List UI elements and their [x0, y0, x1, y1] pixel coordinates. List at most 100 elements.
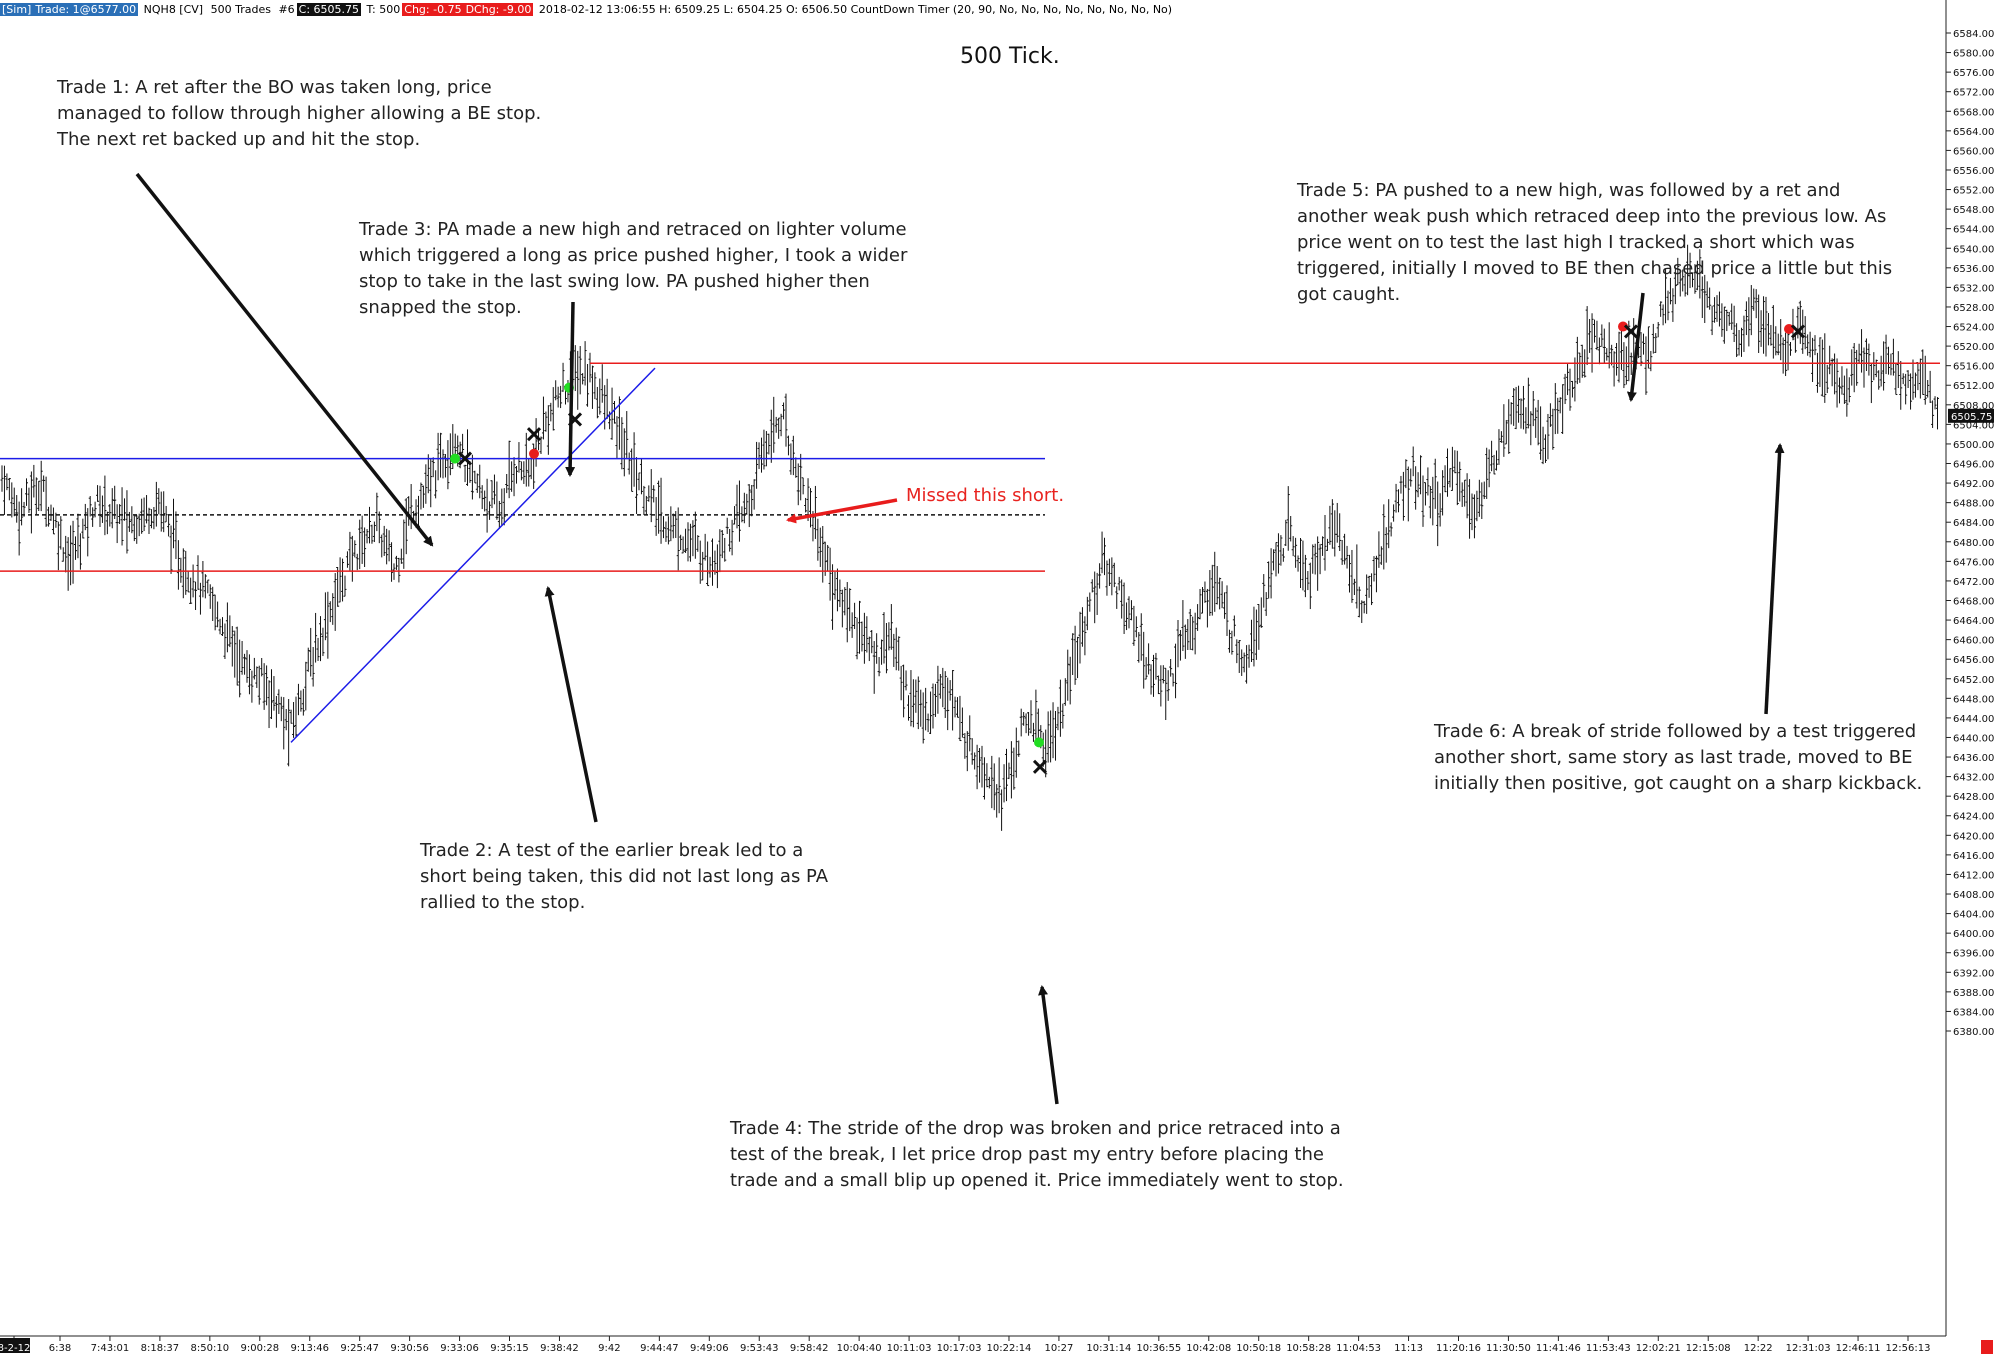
- price-bar: [786, 435, 790, 456]
- price-bar: [921, 692, 925, 744]
- price-bar: [1928, 370, 1932, 403]
- price-bar: [186, 570, 190, 593]
- price-bar: [120, 487, 124, 546]
- price-bar: [1286, 486, 1290, 551]
- price-bar: [860, 621, 864, 652]
- price-bar: [801, 477, 805, 495]
- price-bar: [1085, 596, 1089, 631]
- price-bar: [1078, 611, 1082, 664]
- price-bar: [1127, 596, 1131, 629]
- last-price-label: 6505.75: [1951, 412, 1992, 423]
- price-bar: [377, 511, 381, 544]
- price-bar: [1463, 479, 1467, 507]
- price-bar: [1409, 468, 1413, 487]
- price-bar: [1654, 333, 1658, 353]
- price-bar: [1713, 297, 1717, 323]
- price-bar: [1916, 362, 1920, 391]
- price-bar: [1289, 516, 1293, 542]
- price-bar: [1931, 400, 1935, 428]
- price-bar: [826, 545, 830, 571]
- header-num: #6: [278, 3, 295, 16]
- price-bar: [1548, 403, 1552, 427]
- price-bar: [238, 639, 242, 698]
- price-bar: [29, 471, 33, 534]
- price-bar: [49, 504, 53, 521]
- price-bar: [963, 733, 967, 759]
- price-bar: [1125, 602, 1129, 631]
- price-bar: [1303, 554, 1307, 598]
- price-bar: [1857, 343, 1861, 364]
- price-bar: [1759, 310, 1763, 347]
- y-tick-label: 6436.00: [1953, 753, 1994, 764]
- header-sim: [Sim]: [0, 3, 34, 16]
- price-bar: [1936, 397, 1939, 430]
- price-bar: [1480, 482, 1484, 519]
- price-bar: [1691, 272, 1694, 288]
- price-bar: [1617, 331, 1621, 383]
- price-bar: [1220, 581, 1224, 609]
- x-tick-label: 12:56:13: [1886, 1343, 1931, 1354]
- y-tick-label: 6512.00: [1953, 381, 1994, 392]
- price-bar: [247, 654, 251, 695]
- price-bar: [600, 364, 604, 403]
- price-bar: [1477, 479, 1481, 517]
- price-bar: [358, 519, 362, 570]
- price-bar: [176, 540, 180, 590]
- price-bar: [909, 670, 913, 727]
- price-bar: [274, 696, 278, 728]
- price-bar: [573, 345, 577, 392]
- price-bar: [1879, 355, 1883, 387]
- price-bar: [750, 484, 754, 517]
- price-bar: [15, 495, 19, 523]
- price-bar: [480, 485, 484, 510]
- price-bar: [1889, 353, 1893, 376]
- price-bar: [1071, 633, 1075, 676]
- price-bar: [1918, 358, 1922, 399]
- price-bar: [1551, 408, 1555, 450]
- price-bar: [123, 498, 126, 521]
- price-bar: [831, 564, 835, 630]
- price-bar: [1176, 620, 1180, 668]
- price-bar: [1681, 269, 1685, 292]
- price-bar: [492, 474, 496, 505]
- price-bar: [784, 393, 788, 447]
- price-bar: [515, 466, 518, 484]
- x-tick-label: 9:42: [598, 1343, 620, 1354]
- price-bar: [76, 513, 80, 559]
- price-bar: [32, 464, 36, 498]
- price-bar: [630, 448, 634, 492]
- price-bar: [1129, 600, 1133, 621]
- price-bar: [118, 504, 122, 525]
- price-bar: [1688, 252, 1692, 289]
- price-bar: [777, 417, 781, 439]
- price-bar: [1896, 351, 1900, 389]
- price-bar: [328, 601, 332, 623]
- price-bar: [1502, 404, 1506, 457]
- price-bar: [1051, 702, 1055, 759]
- price-bar: [968, 715, 972, 752]
- chart-header: [Sim] Trade: 1@6577.00 NQH8 [CV] 500 Trad…: [0, 0, 1174, 20]
- price-bar: [59, 516, 63, 550]
- price-bar: [1588, 318, 1592, 353]
- price-bar: [252, 657, 256, 680]
- price-bar: [1850, 349, 1854, 386]
- price-bar: [1455, 450, 1459, 506]
- trade-dot: [1618, 321, 1628, 332]
- price-bar: [762, 429, 766, 470]
- price-bar: [1610, 344, 1614, 366]
- price-bar: [1257, 604, 1261, 650]
- price-bar: [370, 524, 374, 544]
- price-bar: [718, 529, 722, 573]
- x-tick-label: 7:43:01: [91, 1343, 130, 1354]
- price-bar: [1414, 466, 1418, 510]
- price-bar: [1230, 630, 1234, 655]
- x-tick-label: 10:42:08: [1186, 1343, 1231, 1354]
- annotation-arrow: [1626, 292, 1645, 402]
- price-bar: [0, 465, 4, 492]
- price-bar: [382, 525, 386, 556]
- price-bar: [1134, 616, 1138, 638]
- y-tick-label: 6412.00: [1953, 870, 1994, 881]
- price-bar: [1438, 493, 1442, 527]
- price-bar: [1323, 515, 1327, 571]
